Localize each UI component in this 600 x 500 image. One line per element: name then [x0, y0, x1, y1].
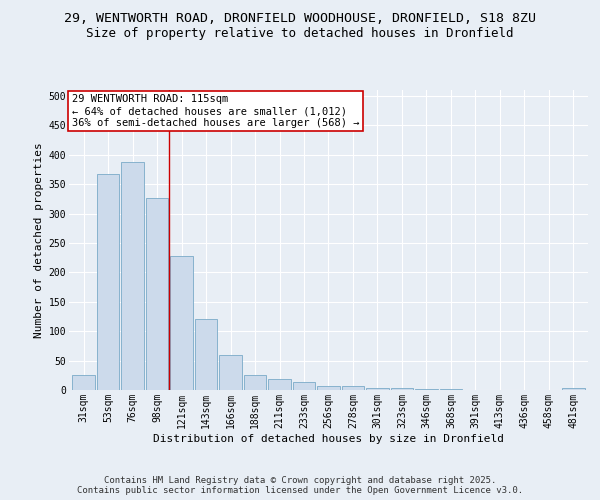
Bar	[146, 198, 169, 390]
Bar	[121, 162, 144, 390]
Text: Size of property relative to detached houses in Dronfield: Size of property relative to detached ho…	[86, 28, 514, 40]
Bar	[342, 386, 364, 390]
Bar	[317, 386, 340, 390]
Text: 29 WENTWORTH ROAD: 115sqm
← 64% of detached houses are smaller (1,012)
36% of se: 29 WENTWORTH ROAD: 115sqm ← 64% of detac…	[71, 94, 359, 128]
Bar	[562, 388, 584, 390]
Bar	[195, 320, 217, 390]
Bar	[391, 388, 413, 390]
Bar	[220, 354, 242, 390]
Bar	[244, 376, 266, 390]
Text: Contains HM Land Registry data © Crown copyright and database right 2025.
Contai: Contains HM Land Registry data © Crown c…	[77, 476, 523, 495]
Bar	[293, 382, 315, 390]
X-axis label: Distribution of detached houses by size in Dronfield: Distribution of detached houses by size …	[153, 434, 504, 444]
Bar	[170, 256, 193, 390]
Bar	[97, 174, 119, 390]
Bar	[73, 376, 95, 390]
Y-axis label: Number of detached properties: Number of detached properties	[34, 142, 44, 338]
Text: 29, WENTWORTH ROAD, DRONFIELD WOODHOUSE, DRONFIELD, S18 8ZU: 29, WENTWORTH ROAD, DRONFIELD WOODHOUSE,…	[64, 12, 536, 26]
Bar	[268, 380, 291, 390]
Bar	[366, 388, 389, 390]
